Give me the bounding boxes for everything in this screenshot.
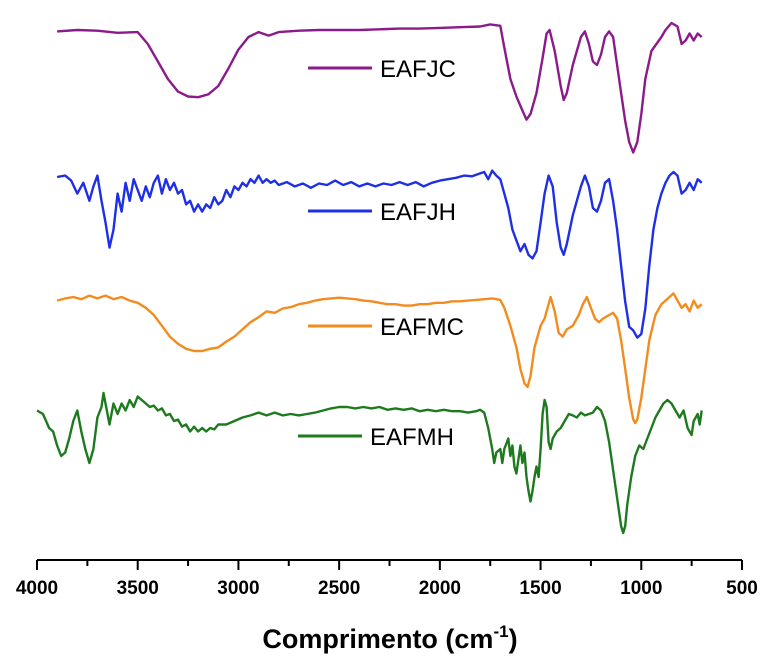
x-axis-title-main: Comprimento (cm (262, 624, 493, 654)
x-axis-title-close: ) (509, 624, 518, 654)
series-line-eafjc (57, 21, 703, 154)
x-tick-label: 1500 (519, 578, 561, 599)
x-tick-label: 4000 (16, 578, 58, 599)
x-ticks (36, 560, 743, 570)
x-tick-label: 3000 (217, 578, 259, 599)
legend-label-eafmc: EAFMC (380, 314, 464, 341)
series-line-eafjh (56, 169, 703, 339)
legend: EAFJC EAFJH EAFMC EAFMH (298, 56, 464, 451)
x-axis-title: Comprimento (cm-1) (262, 622, 517, 654)
x-tick-label: 1000 (620, 578, 662, 599)
legend-label-eafjh: EAFJH (380, 199, 456, 226)
x-tick-label: 3500 (117, 578, 159, 599)
legend-label-eafjc: EAFJC (380, 56, 456, 83)
x-axis: 4000 3500 3000 2500 2000 1500 1000 500 (16, 559, 758, 599)
x-axis-title-sup: -1 (493, 622, 508, 641)
plot-area (36, 21, 703, 535)
x-tick-labels: 4000 3500 3000 2500 2000 1500 1000 500 (16, 578, 758, 599)
x-tick-label: 2000 (419, 578, 461, 599)
x-tick-label: 500 (726, 578, 758, 599)
legend-label-eafmh: EAFMH (370, 424, 454, 451)
x-tick-label: 2500 (318, 578, 360, 599)
series-line-eafmh (36, 391, 703, 535)
series-line-eafmc (56, 292, 703, 425)
